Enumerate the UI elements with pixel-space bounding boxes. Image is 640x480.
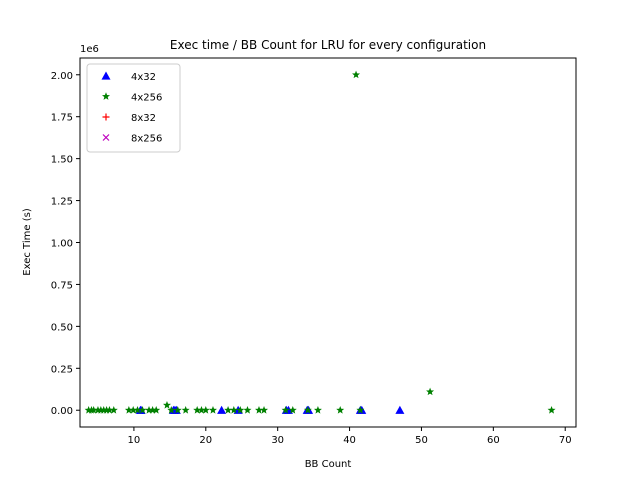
x-tick-label: 30: [271, 435, 284, 446]
data-point: [133, 406, 142, 414]
plot-area-frame: [79, 57, 577, 428]
data-point: [352, 70, 361, 79]
legend: 4x32 4x256 8x32 8x256: [86, 63, 181, 153]
legend-marker: [101, 71, 111, 80]
legend-marker: [102, 134, 110, 141]
data-point: [288, 406, 297, 414]
data-point: [162, 401, 171, 409]
y-tick-label: 0.25: [51, 364, 73, 375]
data-point: [197, 406, 206, 414]
data-point: [105, 406, 114, 414]
y-tick-label: 0.75: [51, 280, 73, 291]
data-point: [243, 406, 252, 414]
data-point: [426, 387, 435, 396]
data-point: [148, 406, 157, 414]
data-point: [138, 406, 147, 414]
data-points: [84, 70, 556, 414]
data-point: [173, 406, 182, 414]
legend-marker: [102, 92, 110, 100]
legend-box: [86, 63, 181, 153]
data-point: [201, 406, 210, 414]
x-tick-label: 70: [559, 435, 572, 446]
data-point: [208, 406, 217, 414]
data-point: [356, 406, 365, 414]
legend-marker: [102, 113, 110, 121]
data-point: [129, 406, 138, 414]
y-axis: 0.00 0.25 0.50 0.75 1.00 1.25 1.50 1.75 2.00: [51, 71, 80, 417]
legend-label: 8x256: [131, 134, 162, 145]
data-point: [303, 406, 312, 414]
data-point: [336, 406, 345, 414]
x-tick-label: 20: [199, 435, 212, 446]
data-point: [89, 406, 98, 414]
data-point: [255, 406, 263, 414]
y-tick-label: 1.00: [51, 239, 73, 250]
y-tick-label: 0.00: [51, 406, 73, 417]
y-tick-label: 1.75: [51, 113, 73, 124]
data-point: [547, 406, 556, 414]
y-tick-label: 1.25: [51, 197, 73, 208]
data-point: [236, 406, 245, 414]
y-offset-label: 1e6: [80, 44, 99, 55]
data-point: [181, 406, 190, 414]
chart-title: Exec time / BB Count for LRU for every c…: [170, 38, 486, 52]
data-point: [167, 406, 176, 414]
y-axis-label: Exec Time (s): [22, 208, 33, 276]
y-tick-label: 2.00: [51, 71, 73, 82]
x-axis-label: BB Count: [305, 459, 352, 470]
y-tick-label: 0.50: [51, 322, 73, 333]
data-point: [109, 406, 118, 414]
data-point: [193, 406, 202, 414]
data-point: [313, 406, 322, 414]
data-point: [281, 406, 290, 414]
x-tick-label: 40: [343, 435, 356, 446]
x-tick-label: 50: [415, 435, 428, 446]
data-point: [152, 406, 161, 414]
x-tick-label: 60: [487, 435, 500, 446]
x-tick-label: 10: [128, 435, 141, 446]
data-point: [217, 405, 227, 414]
legend-label: 8x32: [131, 113, 156, 124]
series-4x256: [84, 70, 556, 414]
data-point: [124, 406, 133, 414]
data-point: [395, 405, 405, 414]
legend-label: 4x32: [131, 72, 156, 83]
data-point: [260, 406, 269, 414]
data-point: [224, 406, 233, 414]
data-point: [145, 406, 153, 414]
x-axis: 10 20 30 40 50 60 70: [128, 427, 572, 446]
data-point: [229, 406, 238, 414]
legend-label: 4x256: [131, 93, 162, 104]
y-tick-label: 1.50: [51, 155, 73, 166]
